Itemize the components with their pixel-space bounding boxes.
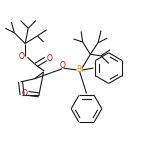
Text: Bi: Bi [76, 65, 83, 74]
Text: O: O [18, 52, 24, 61]
Text: O: O [60, 61, 66, 70]
Text: O: O [21, 89, 27, 98]
Text: O: O [46, 54, 52, 63]
